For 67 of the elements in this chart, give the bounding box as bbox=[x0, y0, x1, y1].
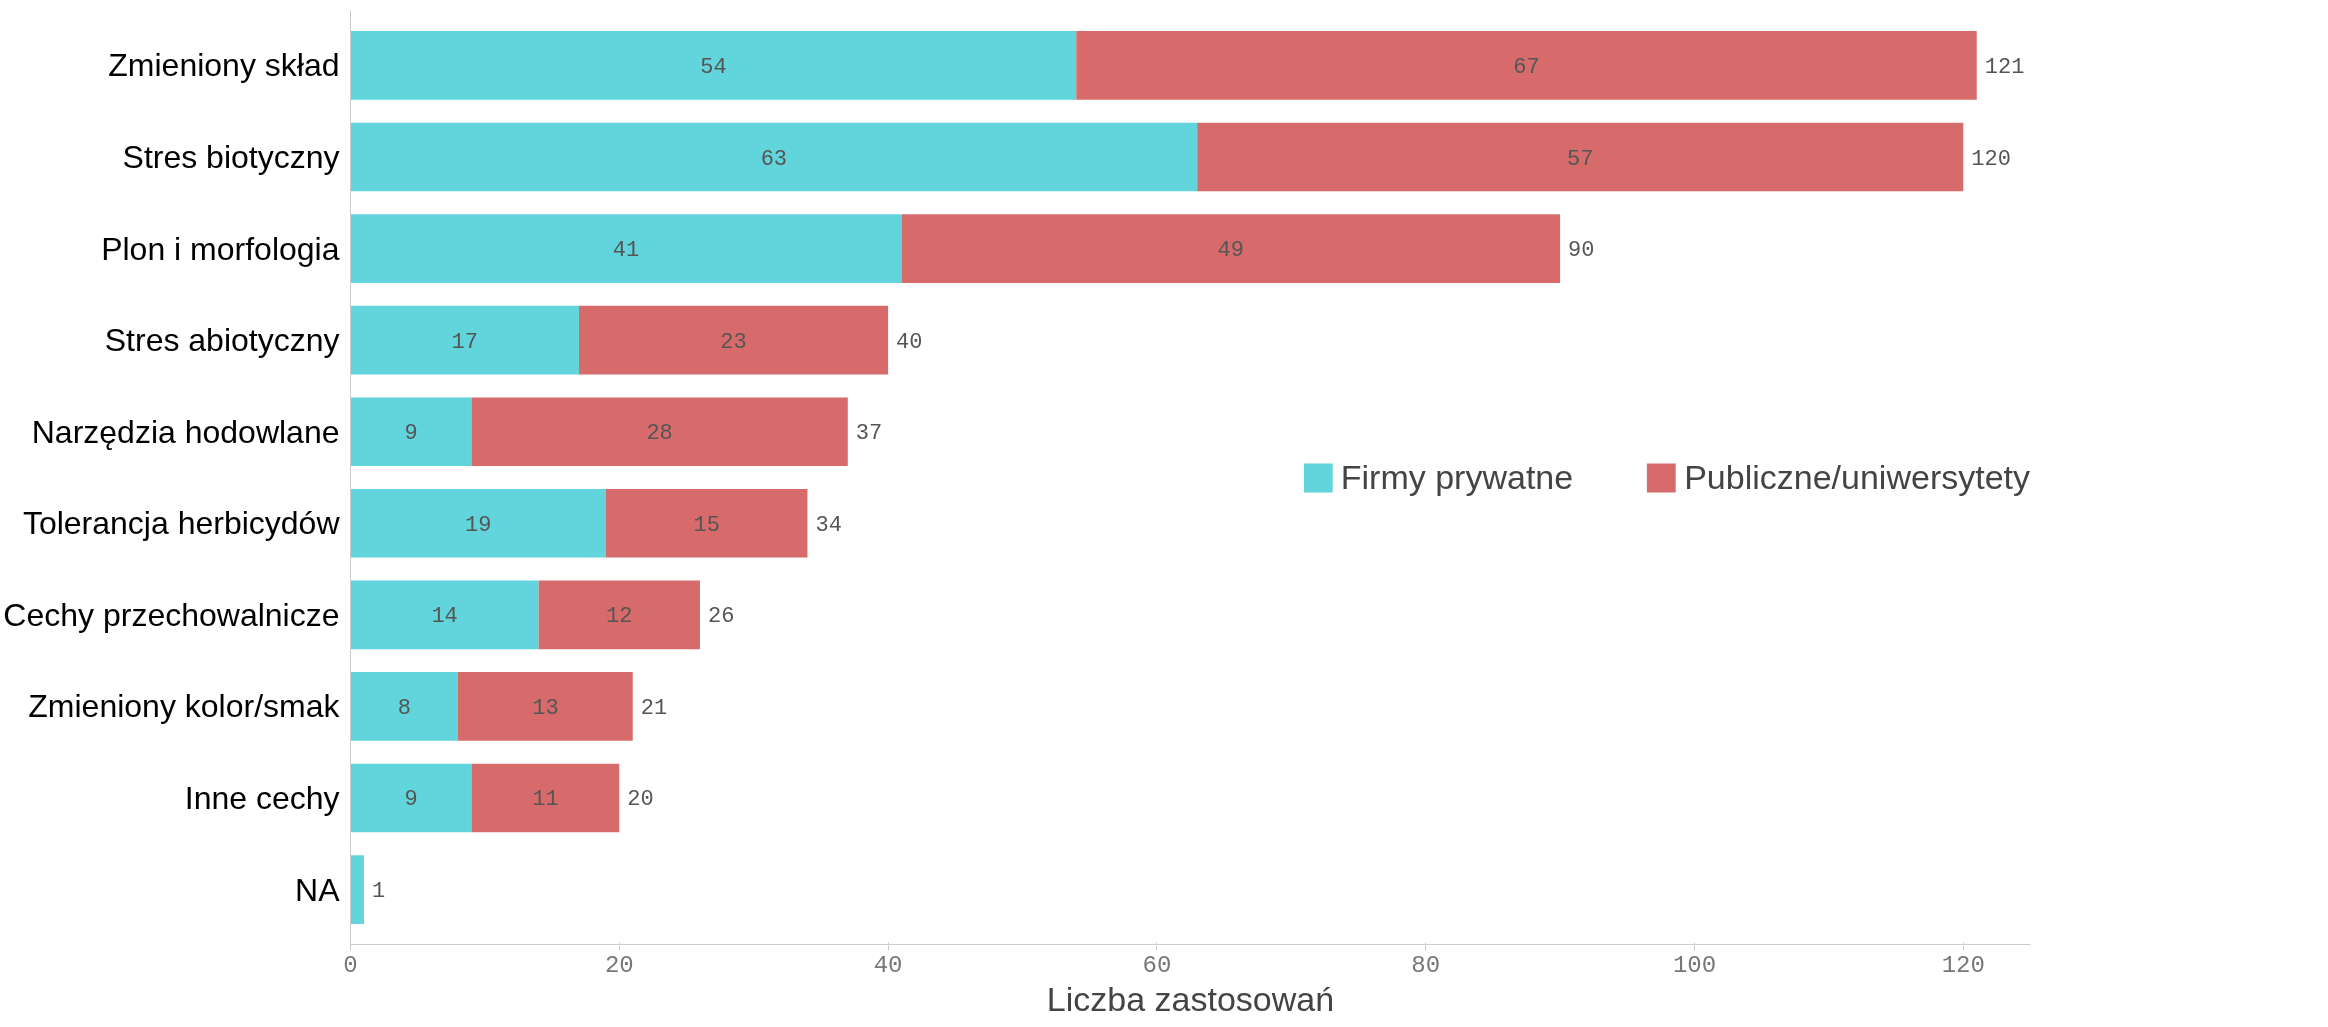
bar bbox=[458, 672, 633, 741]
bar bbox=[350, 580, 539, 650]
bar bbox=[350, 855, 364, 924]
data-label: 19 bbox=[464, 512, 492, 538]
total-label: 40 bbox=[896, 329, 923, 355]
data-label: 63 bbox=[760, 146, 788, 172]
data-label: 49 bbox=[1217, 238, 1245, 264]
total-label: 34 bbox=[815, 512, 842, 538]
data-label: 12 bbox=[606, 604, 633, 630]
y-tick-label: Zmieniony kolor/smak bbox=[28, 688, 341, 725]
x-tick-label: 20 bbox=[604, 951, 634, 979]
data-label: 9 bbox=[404, 787, 418, 813]
data-label: 15 bbox=[693, 512, 720, 538]
x-tick-label: 100 bbox=[1672, 951, 1717, 979]
data-label: 57 bbox=[1567, 146, 1594, 172]
bar bbox=[350, 672, 459, 741]
bar bbox=[1197, 122, 1964, 192]
total-label: 21 bbox=[640, 695, 668, 721]
data-label: 11 bbox=[532, 787, 559, 813]
total-label: 120 bbox=[1971, 146, 2011, 172]
data-label: 28 bbox=[646, 421, 673, 447]
y-tick-label: Tolerancja herbicydów bbox=[22, 505, 341, 542]
y-tick-label: Stres abiotyczny bbox=[104, 322, 340, 359]
y-tick-label: Stres biotyczny bbox=[122, 139, 340, 176]
y-tick-label: Narzędzia hodowlane bbox=[31, 413, 340, 450]
total-label: 26 bbox=[707, 604, 735, 630]
bar bbox=[350, 122, 1198, 192]
bar bbox=[605, 488, 808, 558]
bar bbox=[538, 580, 700, 650]
bar bbox=[901, 214, 1561, 283]
bar bbox=[350, 763, 472, 833]
y-tick-label: Plon i morfologia bbox=[101, 230, 340, 267]
data-label: 54 bbox=[700, 54, 727, 80]
y-tick-label: Inne cechy bbox=[184, 779, 340, 816]
bar bbox=[350, 305, 579, 375]
x-tick-label: 0 bbox=[343, 951, 358, 979]
bar bbox=[350, 488, 606, 558]
x-tick-label: 120 bbox=[1941, 951, 1985, 979]
data-label: 67 bbox=[1513, 54, 1540, 80]
data-label: 13 bbox=[532, 695, 559, 721]
x-tick-label: 40 bbox=[873, 951, 903, 979]
y-tick-label: Cechy przechowalnicze bbox=[3, 596, 340, 633]
y-tick-label: Zmieniony skład bbox=[108, 47, 340, 84]
data-label: 17 bbox=[451, 329, 478, 355]
bar bbox=[471, 763, 620, 833]
bar bbox=[471, 397, 848, 467]
total-label: 90 bbox=[1568, 238, 1595, 264]
x-axis-title: Liczba zastosowań bbox=[1046, 979, 1335, 1018]
data-label: 23 bbox=[720, 329, 747, 355]
total-label: 121 bbox=[1984, 54, 2025, 80]
bar bbox=[350, 31, 1077, 100]
total-label: 37 bbox=[855, 421, 883, 447]
data-label: 9 bbox=[404, 421, 418, 447]
data-label: 8 bbox=[397, 695, 411, 721]
y-tick-label: NA bbox=[295, 871, 341, 908]
total-label: 20 bbox=[627, 787, 654, 813]
data-label: 14 bbox=[431, 604, 458, 630]
x-tick-label: 80 bbox=[1411, 951, 1441, 979]
legend-label: Firmy prywatne bbox=[1340, 457, 1574, 497]
bar bbox=[350, 397, 472, 467]
bar bbox=[350, 214, 902, 283]
x-tick-label: 60 bbox=[1142, 951, 1172, 979]
total-label: 1 bbox=[371, 879, 386, 905]
bar bbox=[578, 305, 889, 375]
data-label: 41 bbox=[612, 238, 640, 264]
legend-label: Publiczne/uniwersytety bbox=[1684, 457, 2030, 497]
bar bbox=[1076, 31, 1977, 100]
